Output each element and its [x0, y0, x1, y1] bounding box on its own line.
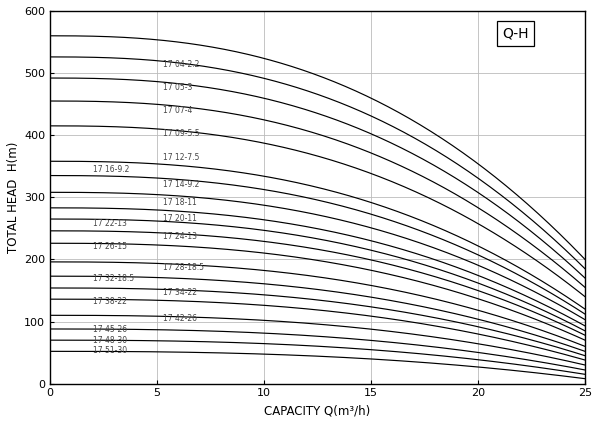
Text: 17 18-11: 17 18-11: [164, 198, 197, 207]
Text: 17 07-4: 17 07-4: [164, 106, 193, 115]
Text: 17 20-11: 17 20-11: [164, 214, 197, 223]
Text: 17 48-30: 17 48-30: [93, 336, 127, 345]
Text: 17 04-2.2: 17 04-2.2: [164, 60, 200, 69]
Text: 17 32-18.5: 17 32-18.5: [93, 274, 134, 283]
X-axis label: CAPACITY Q(m³/h): CAPACITY Q(m³/h): [264, 404, 371, 417]
Text: 17 09-5.5: 17 09-5.5: [164, 129, 200, 138]
Text: 17 42-26: 17 42-26: [164, 314, 198, 323]
Text: 17 51-30: 17 51-30: [93, 346, 127, 355]
Text: 17 16-9.2: 17 16-9.2: [93, 165, 129, 174]
Text: 17 45-26: 17 45-26: [93, 325, 127, 334]
Text: 17 34-22: 17 34-22: [164, 288, 198, 297]
Text: 17 14-9.2: 17 14-9.2: [164, 180, 200, 190]
Y-axis label: TOTAL HEAD  H(m): TOTAL HEAD H(m): [7, 142, 20, 253]
Text: 17 22-13: 17 22-13: [93, 219, 127, 228]
Text: 17 28-18.5: 17 28-18.5: [164, 263, 204, 272]
Text: 17 24-13: 17 24-13: [164, 232, 198, 241]
Text: 17 05-3: 17 05-3: [164, 83, 193, 92]
Text: Q-H: Q-H: [502, 26, 529, 40]
Text: 17 26-15: 17 26-15: [93, 242, 127, 251]
Text: 17 38-22: 17 38-22: [93, 296, 127, 306]
Text: 17 12-7.5: 17 12-7.5: [164, 153, 200, 162]
